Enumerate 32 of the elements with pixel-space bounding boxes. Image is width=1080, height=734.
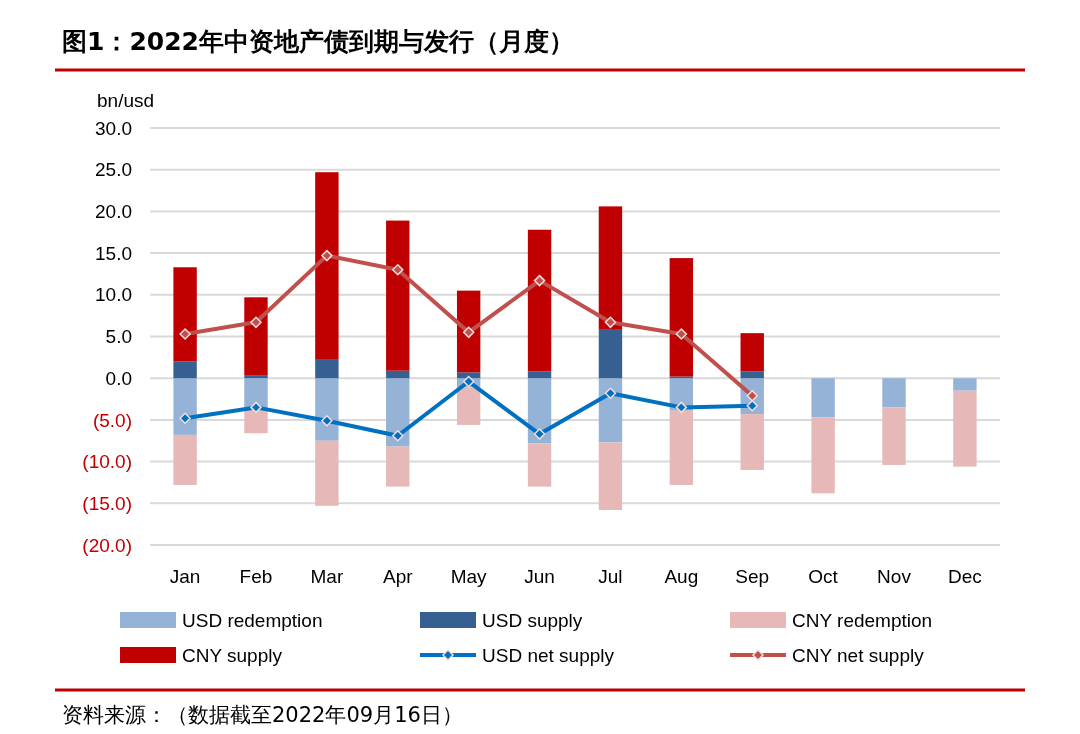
y-tick-label: (10.0) — [82, 451, 132, 473]
legend-label: USD net supply — [482, 644, 615, 666]
x-tick-label: Jan — [169, 566, 201, 587]
text: 资料来源：（数据截至2022年09月16日） — [62, 703, 463, 727]
y-tick-label: (5.0) — [92, 409, 132, 431]
x-tick-label: Mar — [310, 566, 344, 587]
x-tick-label: Sep — [735, 566, 770, 587]
y-tick-label: 20.0 — [95, 201, 132, 223]
x-tick-label: Apr — [382, 566, 414, 587]
y-tick-label: 30.0 — [95, 117, 132, 139]
x-tick-label: Dec — [948, 566, 982, 587]
legend-label: CNY supply — [182, 644, 283, 666]
y-tick-label: (20.0) — [82, 534, 132, 556]
x-tick-label: Aug — [664, 566, 699, 587]
legend-label: USD redemption — [182, 609, 323, 631]
chart-title: 图1：2022年中资地产债到期与发行（月度） — [62, 27, 574, 56]
x-tick-label: May — [450, 566, 488, 587]
y-tick-label: (15.0) — [82, 492, 132, 514]
y-axis-title: bn/usd — [97, 90, 155, 111]
legend-label: CNY net supply — [792, 644, 925, 666]
legend-label: CNY redemption — [792, 609, 933, 631]
y-tick-label: 5.0 — [105, 326, 132, 348]
y-tick-label: 25.0 — [95, 159, 132, 181]
legend-label: USD supply — [482, 609, 583, 631]
x-tick-label: Feb — [239, 566, 273, 587]
x-tick-label: Jul — [598, 566, 623, 587]
y-tick-label: 10.0 — [95, 284, 132, 306]
x-tick-label: Jun — [524, 566, 555, 587]
y-tick-label: 0.0 — [105, 367, 132, 389]
x-tick-label: Oct — [808, 566, 839, 587]
y-tick-label: 15.0 — [95, 242, 132, 264]
x-tick-label: Nov — [877, 566, 912, 587]
